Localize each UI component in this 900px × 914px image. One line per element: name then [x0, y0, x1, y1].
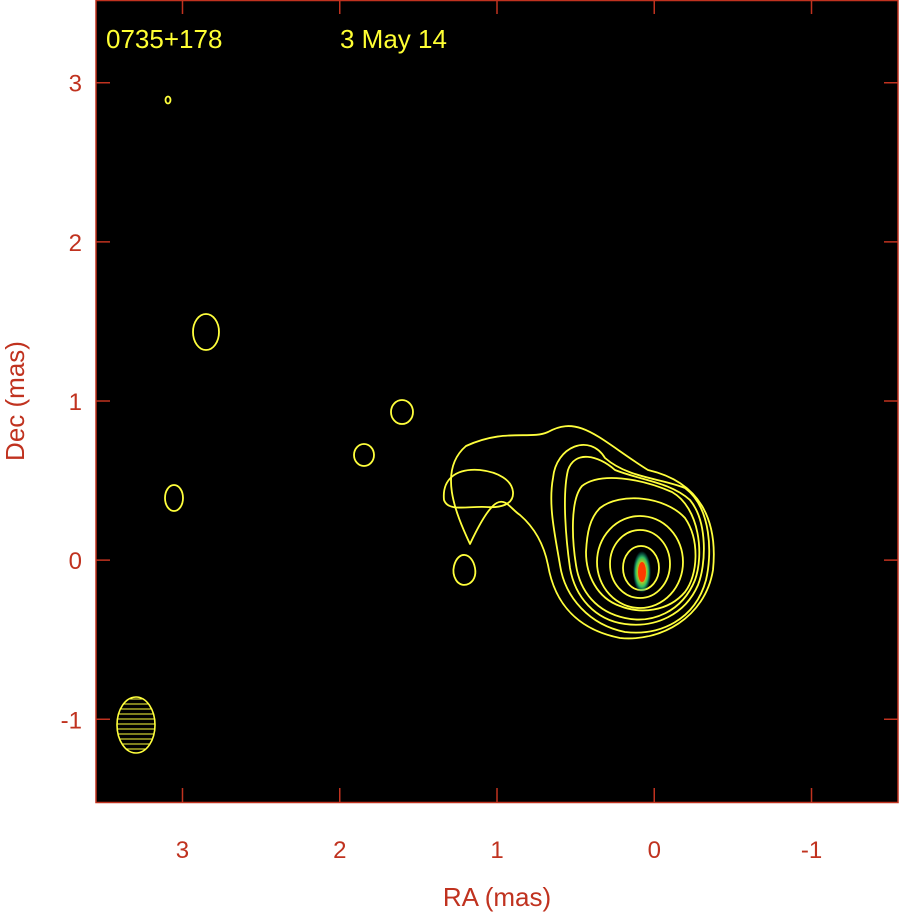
contour-core-level-7: [609, 529, 671, 599]
contour-jet-lower-blob: [452, 554, 477, 586]
y-tick-label: -1: [61, 707, 82, 734]
contour-core-level-5: [585, 497, 697, 612]
contour-blob-3: [353, 443, 375, 467]
contour-core-level-6: [596, 515, 684, 609]
x-tick-label: 1: [490, 837, 503, 864]
contour-core-level-1: [450, 425, 715, 640]
contour-layer: [164, 95, 715, 640]
core-peak: [638, 562, 646, 582]
y-tick-label: 0: [69, 548, 82, 575]
y-tick-label: 1: [69, 389, 82, 416]
x-tick-label: 2: [333, 837, 346, 864]
y-tick-label: 2: [69, 230, 82, 257]
contour-core-level-2: [550, 444, 711, 634]
contour-blob-5: [164, 95, 172, 105]
contour-blob-2: [390, 399, 414, 425]
epoch-label: 3 May 14: [340, 24, 447, 54]
x-axis-title: RA (mas): [443, 882, 551, 912]
y-axis-title: Dec (mas): [0, 341, 30, 461]
contour-jet-upper-blob: [443, 468, 514, 509]
contour-blob-1: [192, 313, 220, 351]
contour-core-level-4: [572, 477, 701, 621]
plot-area: [96, 0, 898, 802]
y-tick-label: 3: [69, 71, 82, 98]
y-axis: 3 2 1 0 -1: [61, 71, 898, 734]
x-tick-label: -1: [801, 837, 822, 864]
source-label: 0735+178: [106, 24, 222, 54]
x-axis: 3 2 1 0 -1: [176, 0, 822, 864]
contour-core-level-3: [564, 455, 705, 626]
contour-blob-4: [164, 484, 184, 512]
x-tick-label: 3: [176, 837, 189, 864]
x-tick-label: 0: [648, 837, 661, 864]
